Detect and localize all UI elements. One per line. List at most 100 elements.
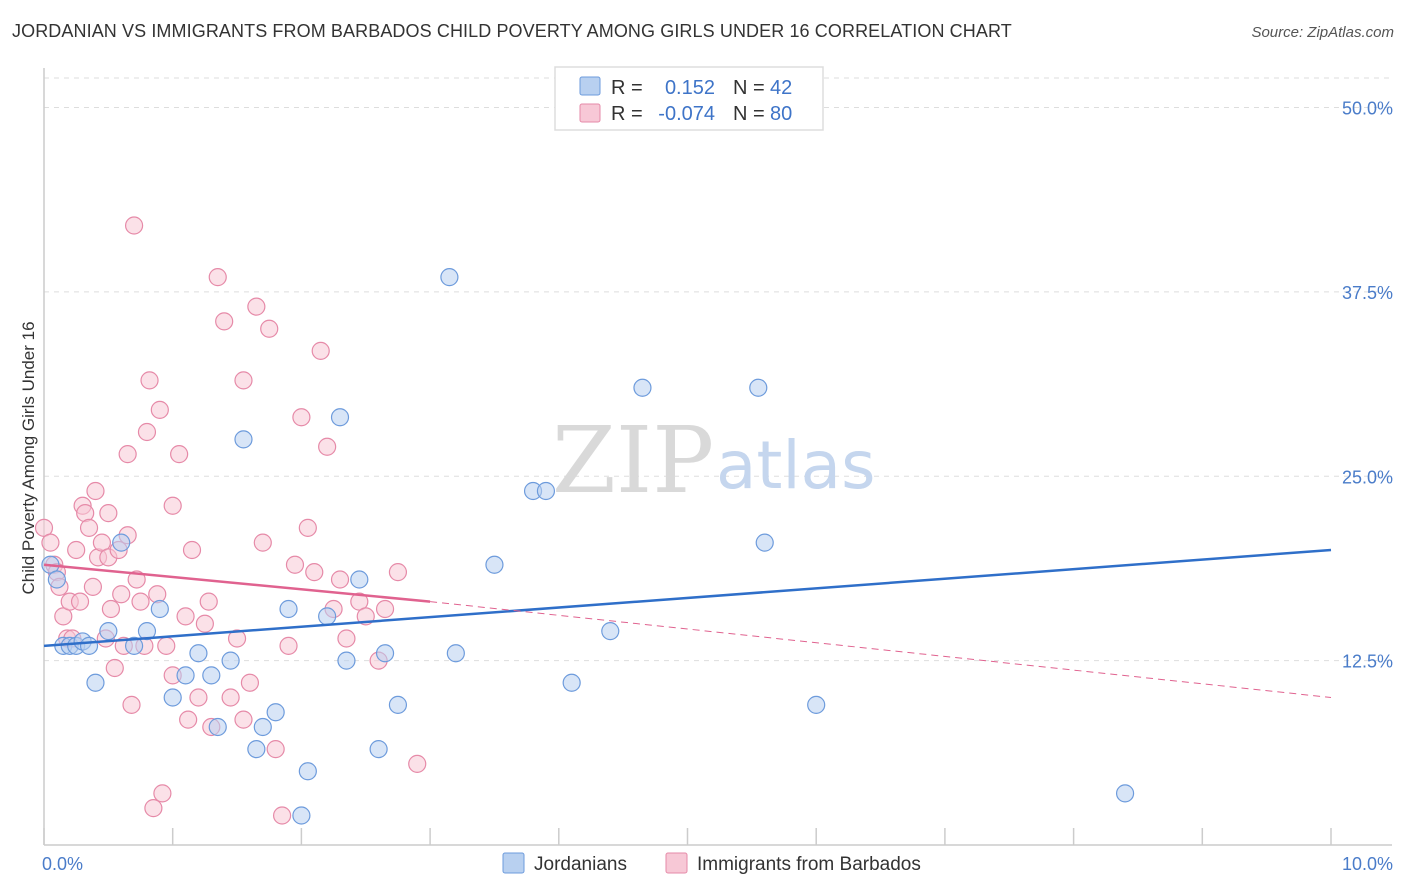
barbados-point [337,629,356,648]
jordanian-point [124,636,144,655]
jordanian-point [337,651,356,670]
barbados-point [157,636,176,655]
watermark-atlas: atlas [716,427,876,504]
barbados-point [118,445,137,464]
barbados-point [298,518,317,537]
barbados-point [148,585,167,604]
barbados-point [208,268,227,287]
barbados-point [105,658,124,678]
jordanian-point [247,740,266,759]
barbados-point [179,710,198,729]
barbados-point [285,555,305,574]
jordanian-point [601,622,620,641]
jordanian-point [189,644,208,663]
barbados-point [234,371,253,390]
jordanian-point [253,717,272,737]
barbados-point [144,799,163,818]
jordanian-point [163,688,182,707]
barbados-point [305,563,324,582]
barbados-point [388,563,408,582]
legend-n-value-2: 80 [770,103,792,125]
legend-n-label-2: N = [733,103,765,125]
barbados-point [86,481,105,501]
barbados-point [330,570,350,589]
bottom-legend: Jordanians Immigrants from Barbados [502,852,921,875]
barbados-point [67,540,86,560]
jordanian-point [350,570,369,589]
bottom-legend-swatch-barbados [665,852,688,874]
barbados-trend-line [43,563,431,603]
barbados-point [221,688,240,707]
jordanian-point [86,673,105,692]
bottom-legend-label-jordanians: Jordanians [534,854,627,875]
barbados-point [215,312,234,331]
y-axis-label: Child Poverty Among Girls Under 16 [19,321,38,594]
barbados-point [375,599,395,619]
legend-r-label-2: R = [611,103,643,125]
legend-r-label-1: R = [611,77,643,99]
legend-n-value-1: 42 [770,77,792,99]
barbados-point [279,636,298,655]
barbados-point [292,408,311,427]
jordanians-trend-line [43,548,1332,648]
barbados-point [70,592,90,611]
jordanian-point [208,717,227,737]
jordanian-point [202,666,221,685]
barbados-point [176,607,195,626]
barbados-point [311,341,330,360]
barbados-point [272,806,292,825]
jordanian-point [749,378,768,397]
barbados-point [112,585,131,604]
x-tick-labels: 0.0% 10.0% [42,854,1393,874]
barbados-point [234,710,253,729]
series-jordanians-points [41,268,1135,825]
jordanian-point [176,666,195,685]
legend-r-value-1: 0.152 [665,77,715,99]
barbados-point [253,533,272,552]
barbados-point [79,518,99,537]
barbados-point [170,445,189,464]
jordanian-point [388,695,408,714]
barbados-point [131,592,150,611]
y-tick-labels: 12.5% 25.0% 37.5% 50.0% [1342,99,1393,672]
jordanian-point [112,533,131,552]
y-tick-label: 50.0% [1342,99,1393,119]
barbados-point [83,577,103,596]
x-tick-label-max: 10.0% [1342,854,1393,874]
jordanian-point [279,599,298,619]
bottom-legend-label-barbados: Immigrants from Barbados [697,854,921,875]
barbados-point [99,504,118,523]
trend-lines [43,548,1332,698]
jordanian-point [330,408,350,427]
watermark: ZIP atlas [552,407,876,514]
barbados-point [182,540,202,560]
source-credit: Source: ZipAtlas.com [1251,24,1394,41]
jordanian-point [150,599,169,619]
barbados-point [199,592,218,611]
barbados-point [124,216,144,235]
series-barbados-points [34,216,427,825]
legend-swatch-jordanians [579,76,601,96]
barbados-point [318,437,337,456]
barbados-point [266,740,285,759]
barbados-point [41,533,60,552]
jordanian-point [47,570,66,589]
barbados-point [227,629,247,648]
barbados-point [408,754,427,773]
y-tick-label: 37.5% [1342,283,1393,303]
watermark-zip: ZIP [552,407,714,514]
jordanian-point [137,622,157,641]
jordanian-point [562,673,581,692]
y-tick-label: 12.5% [1342,652,1393,672]
jordanian-point [446,644,465,663]
jordanian-point [807,695,826,714]
legend-r-value-2: -0.074 [658,103,715,125]
jordanian-point [292,806,311,825]
legend: R = 0.152 N = 42 R = -0.074 N = 80 [554,66,824,131]
jordanian-point [79,636,99,655]
x-tick-label-min: 0.0% [42,854,83,874]
barbados-point [137,422,157,442]
barbados-point [195,614,214,633]
barbados-point [101,599,121,619]
